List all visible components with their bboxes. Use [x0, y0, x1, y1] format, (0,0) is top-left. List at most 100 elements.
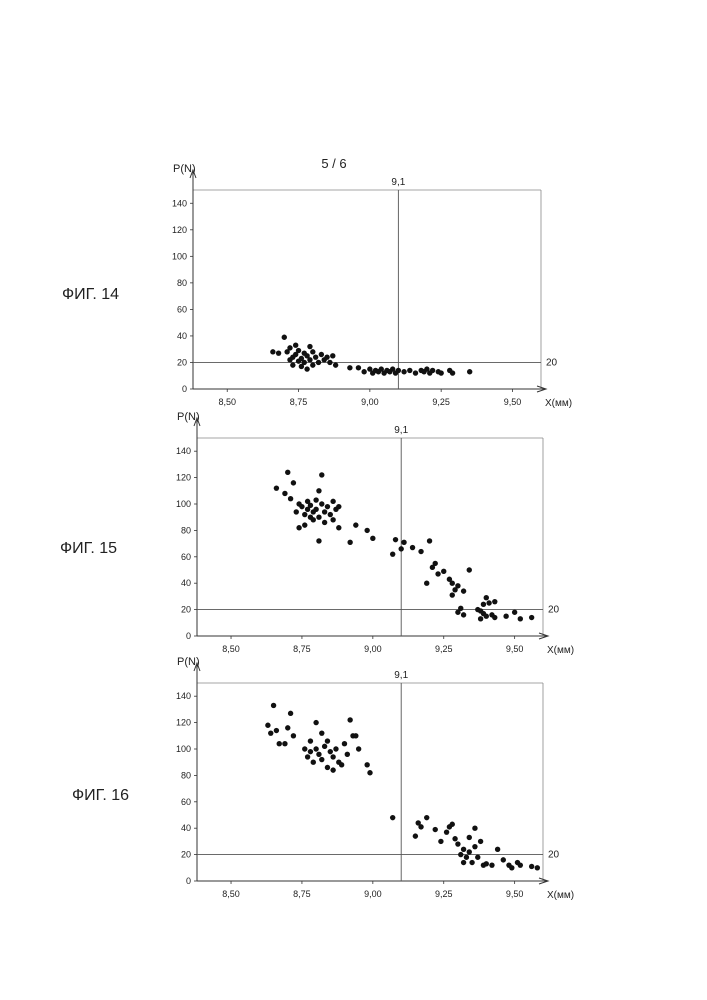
x-tick-label: 9,25 — [432, 397, 450, 407]
y-tick-label: 120 — [176, 473, 191, 483]
y-tick-label: 120 — [172, 225, 187, 235]
data-point — [450, 822, 455, 827]
data-point — [424, 581, 429, 586]
x-tick-label: 9,50 — [506, 889, 524, 899]
data-point — [276, 350, 281, 355]
data-point — [481, 602, 486, 607]
x-tick-label: 8,50 — [218, 397, 236, 407]
data-point — [333, 746, 338, 751]
x-tick-label: 9,25 — [435, 889, 453, 899]
data-point — [293, 343, 298, 348]
reference-line-horizontal-label: 20 — [548, 605, 560, 616]
data-point — [430, 368, 435, 373]
data-point — [311, 760, 316, 765]
data-point — [330, 353, 335, 358]
data-point — [330, 754, 335, 759]
x-tick-label: 8,50 — [222, 644, 240, 654]
data-point — [364, 762, 369, 767]
data-point — [361, 369, 366, 374]
data-point — [322, 509, 327, 514]
reference-line-vertical-label: 9,1 — [394, 670, 408, 681]
data-point — [512, 610, 517, 615]
data-point — [492, 615, 497, 620]
data-point — [274, 728, 279, 733]
data-point — [484, 595, 489, 600]
data-point — [390, 815, 395, 820]
data-point — [325, 765, 330, 770]
data-point — [444, 829, 449, 834]
data-point — [319, 472, 324, 477]
data-point — [364, 528, 369, 533]
data-point — [529, 615, 534, 620]
data-point — [347, 365, 352, 370]
data-point — [296, 525, 301, 530]
data-point — [472, 844, 477, 849]
y-axis-label: P(N) — [177, 411, 200, 423]
data-point — [313, 746, 318, 751]
y-tick-label: 80 — [181, 525, 191, 535]
data-point — [271, 703, 276, 708]
data-point — [461, 847, 466, 852]
data-point — [325, 504, 330, 509]
data-point — [313, 497, 318, 502]
x-tick-label: 8,75 — [293, 889, 311, 899]
data-point — [461, 860, 466, 865]
figure-label: ФИГ. 16 — [72, 787, 129, 804]
data-point — [288, 711, 293, 716]
data-point — [333, 362, 338, 367]
x-tick-label: 8,75 — [293, 644, 311, 654]
data-point — [325, 738, 330, 743]
x-axis-label: X(мм) — [547, 645, 574, 656]
data-point — [438, 839, 443, 844]
data-point — [268, 730, 273, 735]
data-point — [287, 345, 292, 350]
y-tick-label: 80 — [181, 770, 191, 780]
data-point — [353, 522, 358, 527]
data-point — [319, 730, 324, 735]
data-point — [277, 741, 282, 746]
y-tick-label: 0 — [186, 876, 191, 886]
data-point — [518, 616, 523, 621]
data-point — [319, 501, 324, 506]
data-point — [322, 520, 327, 525]
data-point — [313, 720, 318, 725]
data-point — [339, 762, 344, 767]
data-point — [308, 738, 313, 743]
data-point — [461, 612, 466, 617]
data-point — [316, 515, 321, 520]
data-point — [313, 354, 318, 359]
y-tick-label: 40 — [181, 823, 191, 833]
x-tick-label: 9,00 — [364, 644, 382, 654]
chart-fig-16: ФИГ. 16P(N)X(мм)0204060801001201408,508,… — [72, 656, 574, 901]
data-point — [469, 860, 474, 865]
data-point — [458, 606, 463, 611]
data-point — [529, 864, 534, 869]
y-tick-label: 60 — [177, 304, 187, 314]
y-tick-label: 60 — [181, 797, 191, 807]
data-point — [433, 561, 438, 566]
data-point — [296, 348, 301, 353]
x-tick-label: 8,50 — [222, 889, 240, 899]
data-point — [472, 826, 477, 831]
data-point — [455, 583, 460, 588]
data-point — [413, 370, 418, 375]
y-tick-label: 140 — [172, 198, 187, 208]
x-axis-label: X(мм) — [545, 398, 572, 409]
data-point — [282, 741, 287, 746]
data-point — [302, 746, 307, 751]
data-point — [535, 865, 540, 870]
y-tick-label: 120 — [176, 718, 191, 728]
figure-label: ФИГ. 15 — [60, 540, 117, 557]
data-point — [418, 824, 423, 829]
data-point — [435, 571, 440, 576]
figure-label: ФИГ. 14 — [62, 286, 119, 303]
y-tick-label: 140 — [176, 691, 191, 701]
data-point — [310, 362, 315, 367]
data-point — [461, 588, 466, 593]
data-point — [316, 360, 321, 365]
data-point — [413, 833, 418, 838]
data-point — [398, 546, 403, 551]
reference-line-horizontal-label: 20 — [548, 850, 560, 861]
page-number: 5 / 6 — [321, 156, 346, 171]
